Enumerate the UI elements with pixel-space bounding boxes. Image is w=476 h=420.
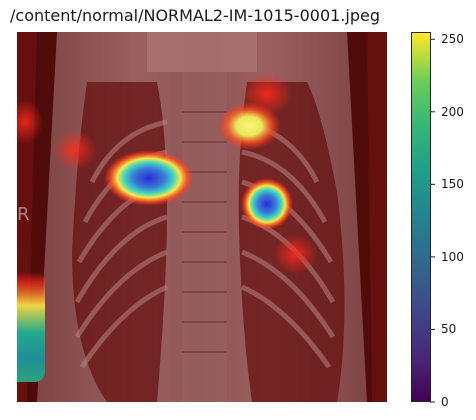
colorbar-tick-label: 200 <box>441 104 464 119</box>
colorbar-tick-label: 50 <box>441 322 457 337</box>
svg-text:R: R <box>17 204 30 225</box>
colorbar-tick-label: 0 <box>441 395 449 409</box>
colorbar-tick-label: 250 <box>441 32 464 47</box>
figure-title: /content/normal/NORMAL2-IM-1015-0001.jpe… <box>10 6 380 25</box>
colorbar <box>411 32 431 402</box>
chest-xray-heatmap-image: R <box>17 32 387 402</box>
colorbar-tick-label: 150 <box>441 177 464 192</box>
colorbar-ticks <box>430 38 435 403</box>
colorbar-tick-label: 100 <box>441 249 464 264</box>
